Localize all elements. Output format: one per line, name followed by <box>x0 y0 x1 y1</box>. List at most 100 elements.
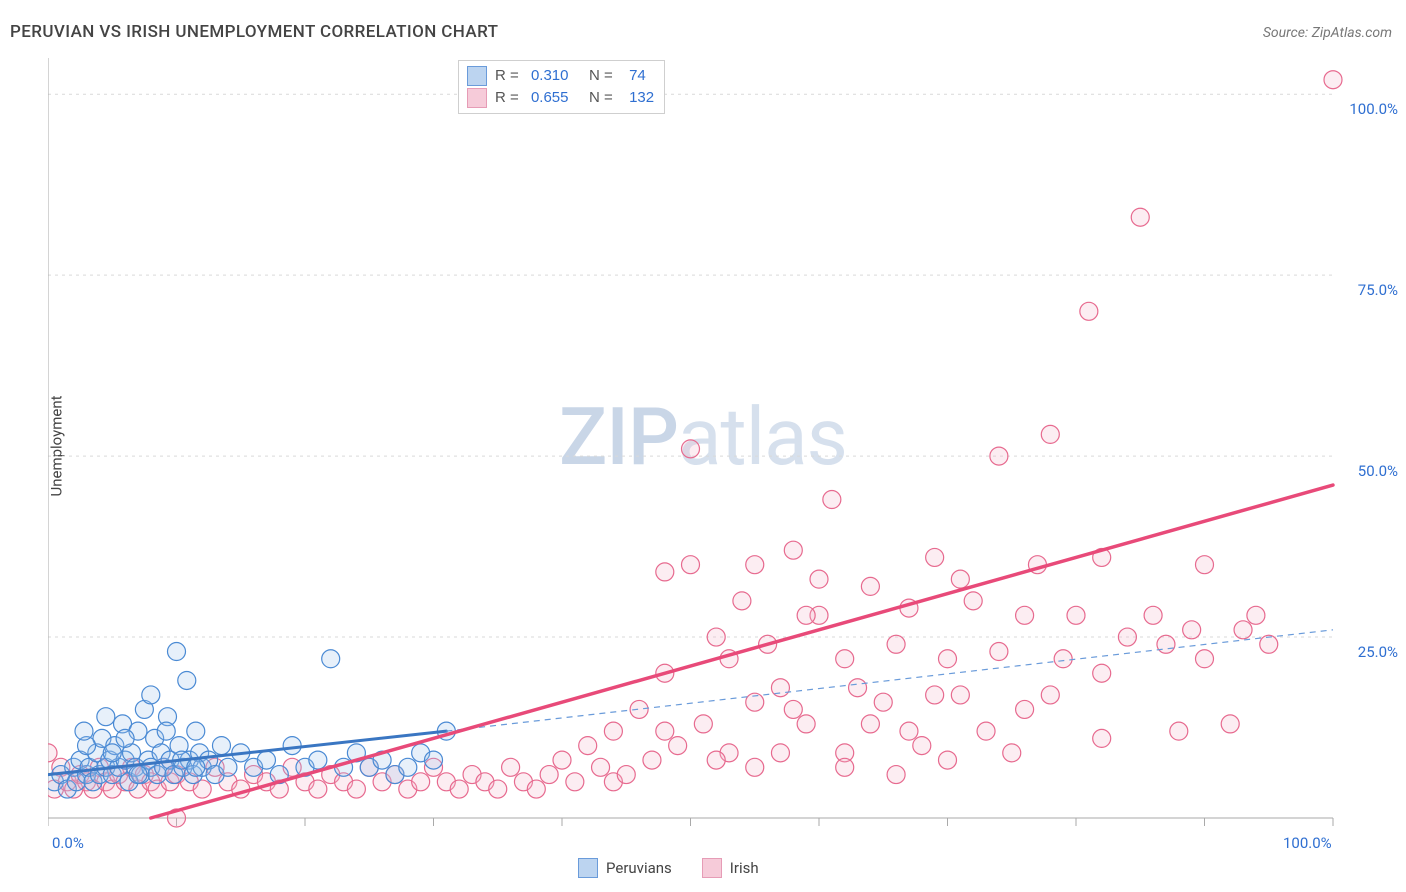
data-point <box>771 744 789 762</box>
data-point <box>810 570 828 588</box>
data-point <box>604 722 622 740</box>
data-point <box>212 737 230 755</box>
legend-row: R = 0.655 N = 132 <box>467 87 654 109</box>
data-point <box>1247 606 1265 624</box>
data-point <box>187 758 205 776</box>
data-point <box>1016 606 1034 624</box>
data-point <box>887 766 905 784</box>
series-legend-label: Irish <box>730 859 759 877</box>
y-tick-label: 75.0% <box>1358 281 1398 299</box>
series-legend-label: Peruvians <box>606 859 672 877</box>
data-point <box>178 671 196 689</box>
data-point <box>1183 621 1201 639</box>
data-point <box>347 780 365 798</box>
legend-n-value: 74 <box>629 65 646 87</box>
data-point <box>939 650 957 668</box>
data-point <box>566 773 584 791</box>
data-point <box>836 758 854 776</box>
legend-row: R = 0.310 N = 74 <box>467 65 654 87</box>
chart-area <box>48 58 1343 836</box>
y-tick-label: 50.0% <box>1358 462 1398 480</box>
data-point <box>913 737 931 755</box>
data-point <box>1016 700 1034 718</box>
data-point <box>797 715 815 733</box>
legend-swatch <box>702 858 722 878</box>
data-point <box>926 548 944 566</box>
data-point <box>187 722 205 740</box>
series-legend-item: Irish <box>702 858 759 878</box>
data-point <box>656 563 674 581</box>
data-point <box>990 643 1008 661</box>
data-point <box>849 679 867 697</box>
data-point <box>103 744 121 762</box>
data-point <box>1093 664 1111 682</box>
data-point <box>964 592 982 610</box>
data-point <box>977 722 995 740</box>
data-point <box>592 758 610 776</box>
legend-swatch <box>467 88 487 108</box>
data-point <box>951 686 969 704</box>
data-point <box>939 751 957 769</box>
legend-swatch <box>578 858 598 878</box>
data-point <box>746 758 764 776</box>
legend-n-label: N = <box>576 65 621 87</box>
data-point <box>1118 628 1136 646</box>
y-tick-label: 100.0% <box>1349 100 1398 118</box>
data-point <box>707 751 725 769</box>
data-point <box>425 751 443 769</box>
data-point <box>1157 635 1175 653</box>
legend-n-value: 132 <box>629 87 654 109</box>
data-point <box>682 440 700 458</box>
data-point <box>707 628 725 646</box>
y-tick-label: 25.0% <box>1358 643 1398 661</box>
data-point <box>746 556 764 574</box>
data-point <box>784 700 802 718</box>
data-point <box>900 722 918 740</box>
data-point <box>823 491 841 509</box>
data-point <box>540 766 558 784</box>
data-point <box>1170 722 1188 740</box>
data-point <box>527 780 545 798</box>
x-tick-label: 100.0% <box>1283 834 1332 852</box>
data-point <box>926 686 944 704</box>
data-point <box>309 780 327 798</box>
data-point <box>1131 208 1149 226</box>
data-point <box>1080 302 1098 320</box>
data-point <box>309 751 327 769</box>
data-point <box>1196 556 1214 574</box>
data-point <box>951 570 969 588</box>
legend-r-value: 0.655 <box>531 87 569 109</box>
legend-r-label: R = <box>495 65 523 87</box>
x-tick-label: 0.0% <box>52 834 84 852</box>
legend-swatch <box>467 66 487 86</box>
data-point <box>97 708 115 726</box>
scatter-chart <box>48 58 1343 836</box>
data-point <box>1260 635 1278 653</box>
series-legend-item: Peruvians <box>578 858 672 878</box>
data-point <box>1067 606 1085 624</box>
data-point <box>219 758 237 776</box>
data-point <box>617 766 635 784</box>
data-point <box>733 592 751 610</box>
data-point <box>1003 744 1021 762</box>
data-point <box>1196 650 1214 668</box>
data-point <box>116 729 134 747</box>
source-attribution: Source: ZipAtlas.com <box>1263 25 1392 41</box>
data-point <box>1144 606 1162 624</box>
data-point <box>990 447 1008 465</box>
data-point <box>1093 729 1111 747</box>
data-point <box>682 556 700 574</box>
data-point <box>694 715 712 733</box>
data-point <box>861 577 879 595</box>
data-point <box>283 737 301 755</box>
data-point <box>489 780 507 798</box>
data-point <box>450 780 468 798</box>
data-point <box>48 744 57 762</box>
series-legend: Peruvians Irish <box>578 858 759 878</box>
chart-header: PERUVIAN VS IRISH UNEMPLOYMENT CORRELATI… <box>10 22 1392 42</box>
data-point <box>656 722 674 740</box>
data-point <box>861 715 879 733</box>
data-point <box>168 643 186 661</box>
data-point <box>502 758 520 776</box>
legend-r-value: 0.310 <box>531 65 569 87</box>
